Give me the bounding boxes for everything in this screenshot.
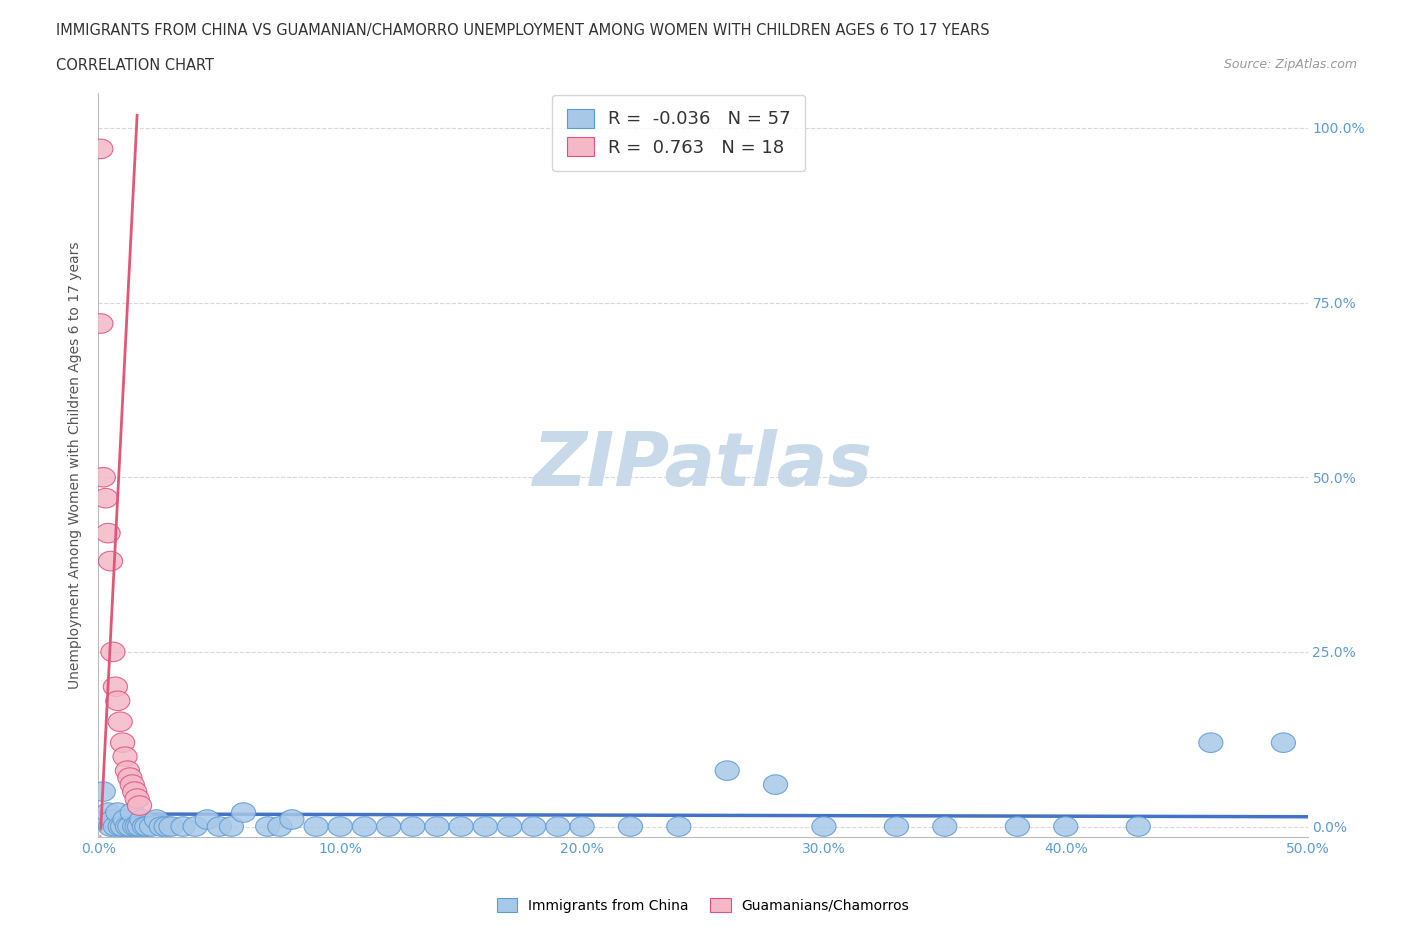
Text: ZIPatlas: ZIPatlas bbox=[533, 429, 873, 501]
Text: Source: ZipAtlas.com: Source: ZipAtlas.com bbox=[1223, 58, 1357, 71]
Text: CORRELATION CHART: CORRELATION CHART bbox=[56, 58, 214, 73]
Legend: Immigrants from China, Guamanians/Chamorros: Immigrants from China, Guamanians/Chamor… bbox=[491, 893, 915, 919]
Y-axis label: Unemployment Among Women with Children Ages 6 to 17 years: Unemployment Among Women with Children A… bbox=[69, 241, 83, 689]
Legend: R =  -0.036   N = 57, R =  0.763   N = 18: R = -0.036 N = 57, R = 0.763 N = 18 bbox=[553, 95, 806, 171]
Text: IMMIGRANTS FROM CHINA VS GUAMANIAN/CHAMORRO UNEMPLOYMENT AMONG WOMEN WITH CHILDR: IMMIGRANTS FROM CHINA VS GUAMANIAN/CHAMO… bbox=[56, 23, 990, 38]
